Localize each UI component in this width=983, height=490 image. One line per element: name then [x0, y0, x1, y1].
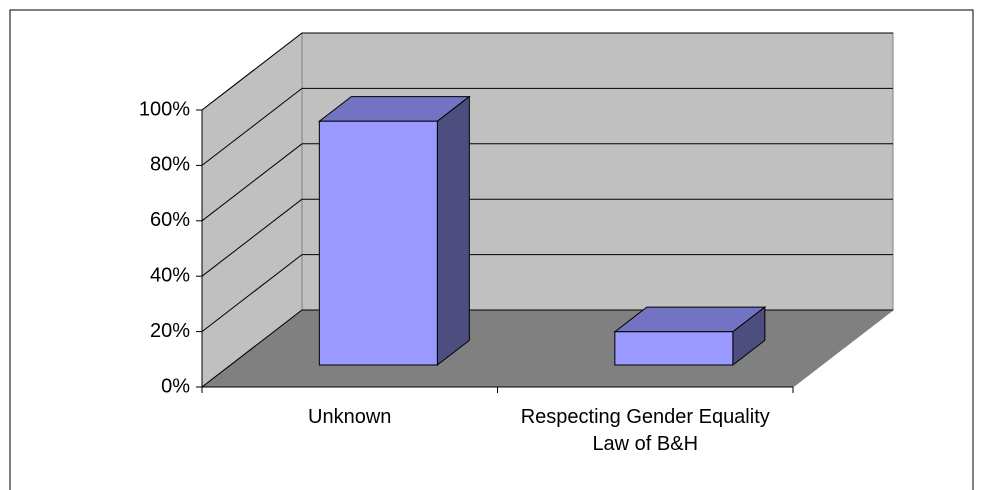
- grid-line: [201, 254, 303, 332]
- y-tick-label: 100%: [139, 98, 190, 120]
- grid-line: [201, 143, 303, 222]
- y-tick-label: 20%: [150, 320, 190, 342]
- grid-line: [201, 198, 303, 277]
- y-tick-label: 60%: [150, 209, 190, 231]
- bar: [614, 331, 734, 366]
- grid-line: [201, 32, 303, 111]
- x-tick-label: Unknown: [308, 406, 392, 428]
- floor: [200, 309, 895, 388]
- y-tick-label: 0%: [161, 375, 190, 397]
- grid-line: [201, 309, 303, 388]
- chart-border: [9, 9, 974, 490]
- y-tick-label: 40%: [150, 264, 190, 286]
- y-tick-label: 80%: [150, 154, 190, 176]
- grid-line: [201, 88, 303, 166]
- x-tick-label: Respecting Gender Equality Law of B&H: [520, 406, 770, 455]
- bar: [318, 120, 438, 366]
- bar-side: [436, 95, 470, 366]
